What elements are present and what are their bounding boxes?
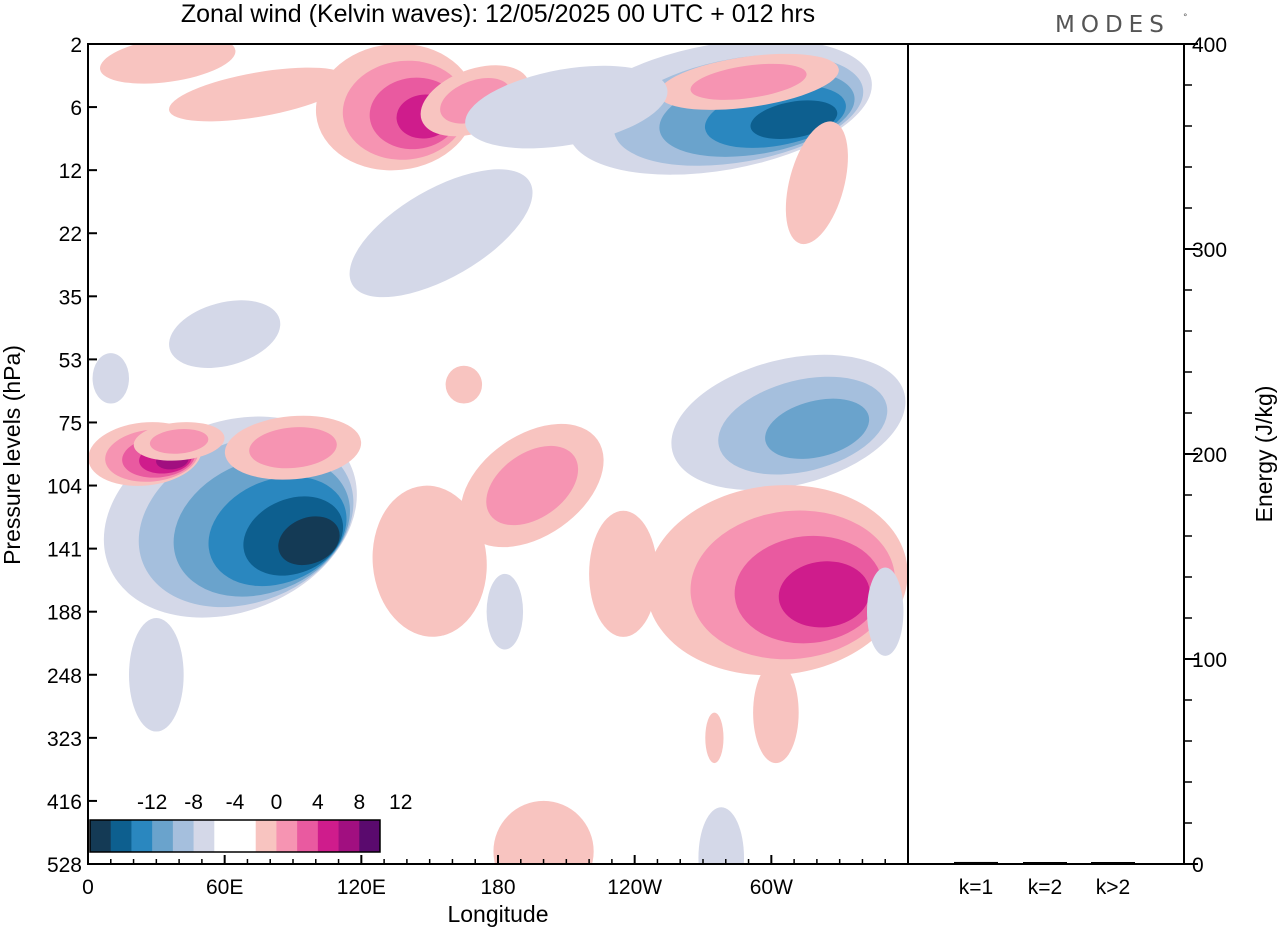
pressure-axis: 2 6 12 22 35 53 75 104 141 188 248 323 416 528 [47,34,97,877]
contour-weak-neg [129,618,184,732]
energy-tick-label: 300 [1192,239,1227,262]
y-tick-label: 528 [47,854,82,877]
wind-contour-field [88,44,908,864]
energy-bars: k=1 k=2 k>2 [954,861,1135,899]
colorbar-swatch [110,820,132,852]
colorbar-label: 4 [312,791,324,814]
contour-weak-neg [349,169,533,298]
heatmap-panel: 2 6 12 22 35 53 75 104 141 188 248 323 416 528 0 60E 12… [0,34,909,927]
longitude-axis: 0 60E 120E 180 120W 60W [82,855,886,899]
y-tick-label: 35 [59,286,82,309]
contour-weak-neg [486,573,524,650]
colorbar-swatch [131,820,153,852]
modes-logo: MODES ° [1055,12,1188,38]
colorbar-swatch [214,820,236,852]
logo-text: MODES [1055,12,1170,38]
energy-bar [1091,862,1135,864]
chart-title: Zonal wind (Kelvin waves): 12/05/2025 00… [181,0,815,28]
colorbar-label: -8 [184,791,203,814]
colorbar-swatch [255,820,277,852]
y-tick-label: 12 [59,160,82,183]
contour-weak-pos [445,365,483,404]
colorbar-swatch [276,820,298,852]
energy-panel: 0 100 200 300 400 k=1 k=2 k>2 Energy (J/kg) [908,34,1277,899]
colorbar-label: 12 [389,791,412,814]
contour-weak-pos [753,662,799,764]
y-tick-label: 53 [59,349,82,372]
x-tick-label: 60E [206,876,243,899]
y-tick-label: 141 [47,539,82,562]
x-tick-label: 0 [82,876,94,899]
colorbar-swatch [235,820,257,852]
contour-weak-pos [705,712,724,764]
energy-tick-label: 0 [1192,854,1204,877]
contour-weak-pos [690,63,807,100]
energy-category-label: k>2 [1096,876,1130,899]
contour-weak-pos [486,445,579,526]
contour-weak-neg [698,807,744,864]
colorbar-swatch [172,820,195,852]
y-tick-label: 75 [59,412,82,435]
colorbar-swatch [90,820,112,852]
y-tick-label: 22 [59,223,82,246]
x-tick-label: 180 [480,876,515,899]
contour-weak-pos [169,67,349,122]
y-tick-label: 6 [70,97,82,120]
energy-tick-label: 100 [1192,649,1227,672]
colorbar-swatch [152,820,174,852]
contour-weak-pos [99,44,236,84]
y-tick-label: 416 [47,791,82,814]
contour-weak-pos [249,427,337,469]
colorbar-frame [89,819,381,853]
energy-bar [954,861,998,864]
colorbar-label: 0 [271,791,283,814]
colorbar-swatch [297,820,319,852]
energy-axis-label: Energy (J/kg) [1251,386,1277,523]
contour-negative [278,516,340,566]
contour-weak-pos [493,800,594,864]
y-tick-label: 104 [47,476,82,499]
colorbar-swatch [193,820,215,852]
colorbar-label: -12 [137,791,167,814]
colorbar-legend: -12 -8 -4 0 4 8 12 [89,791,412,853]
contour-weak-neg [169,300,281,368]
x-tick-label: 60W [750,876,793,899]
y-tick-label: 188 [47,602,82,625]
energy-tick-label: 400 [1192,34,1227,57]
y-tick-label: 323 [47,728,82,751]
colorbar-label: -4 [226,791,245,814]
contour-negative [765,398,870,459]
contour-weak-pos [372,485,487,637]
energy-axis: 0 100 200 300 400 [1184,34,1227,877]
y-axis-label: Pressure levels (hPa) [0,345,25,565]
contour-positive [778,561,870,628]
logo-mark: ° [1183,13,1188,23]
colorbar-swatch [359,820,381,852]
energy-category-label: k=1 [959,876,993,899]
x-tick-label: 120E [337,876,386,899]
contour-weak-neg [92,353,129,404]
y-tick-label: 2 [70,34,82,57]
y-tick-label: 248 [47,665,82,688]
colorbar-swatch [338,820,360,852]
colorbar-label: 8 [353,791,365,814]
contour-weak-pos [149,429,209,454]
x-tick-label: 120W [607,876,662,899]
energy-bar [1023,862,1067,864]
energy-tick-label: 200 [1192,444,1227,467]
contour-weak-neg [867,567,904,656]
contour-weak-pos [785,121,848,245]
energy-category-label: k=2 [1028,876,1062,899]
colorbar-swatch [317,820,340,852]
contour-weak-pos [589,510,658,637]
x-axis-label: Longitude [447,901,548,927]
contour-weak-neg [465,65,668,149]
